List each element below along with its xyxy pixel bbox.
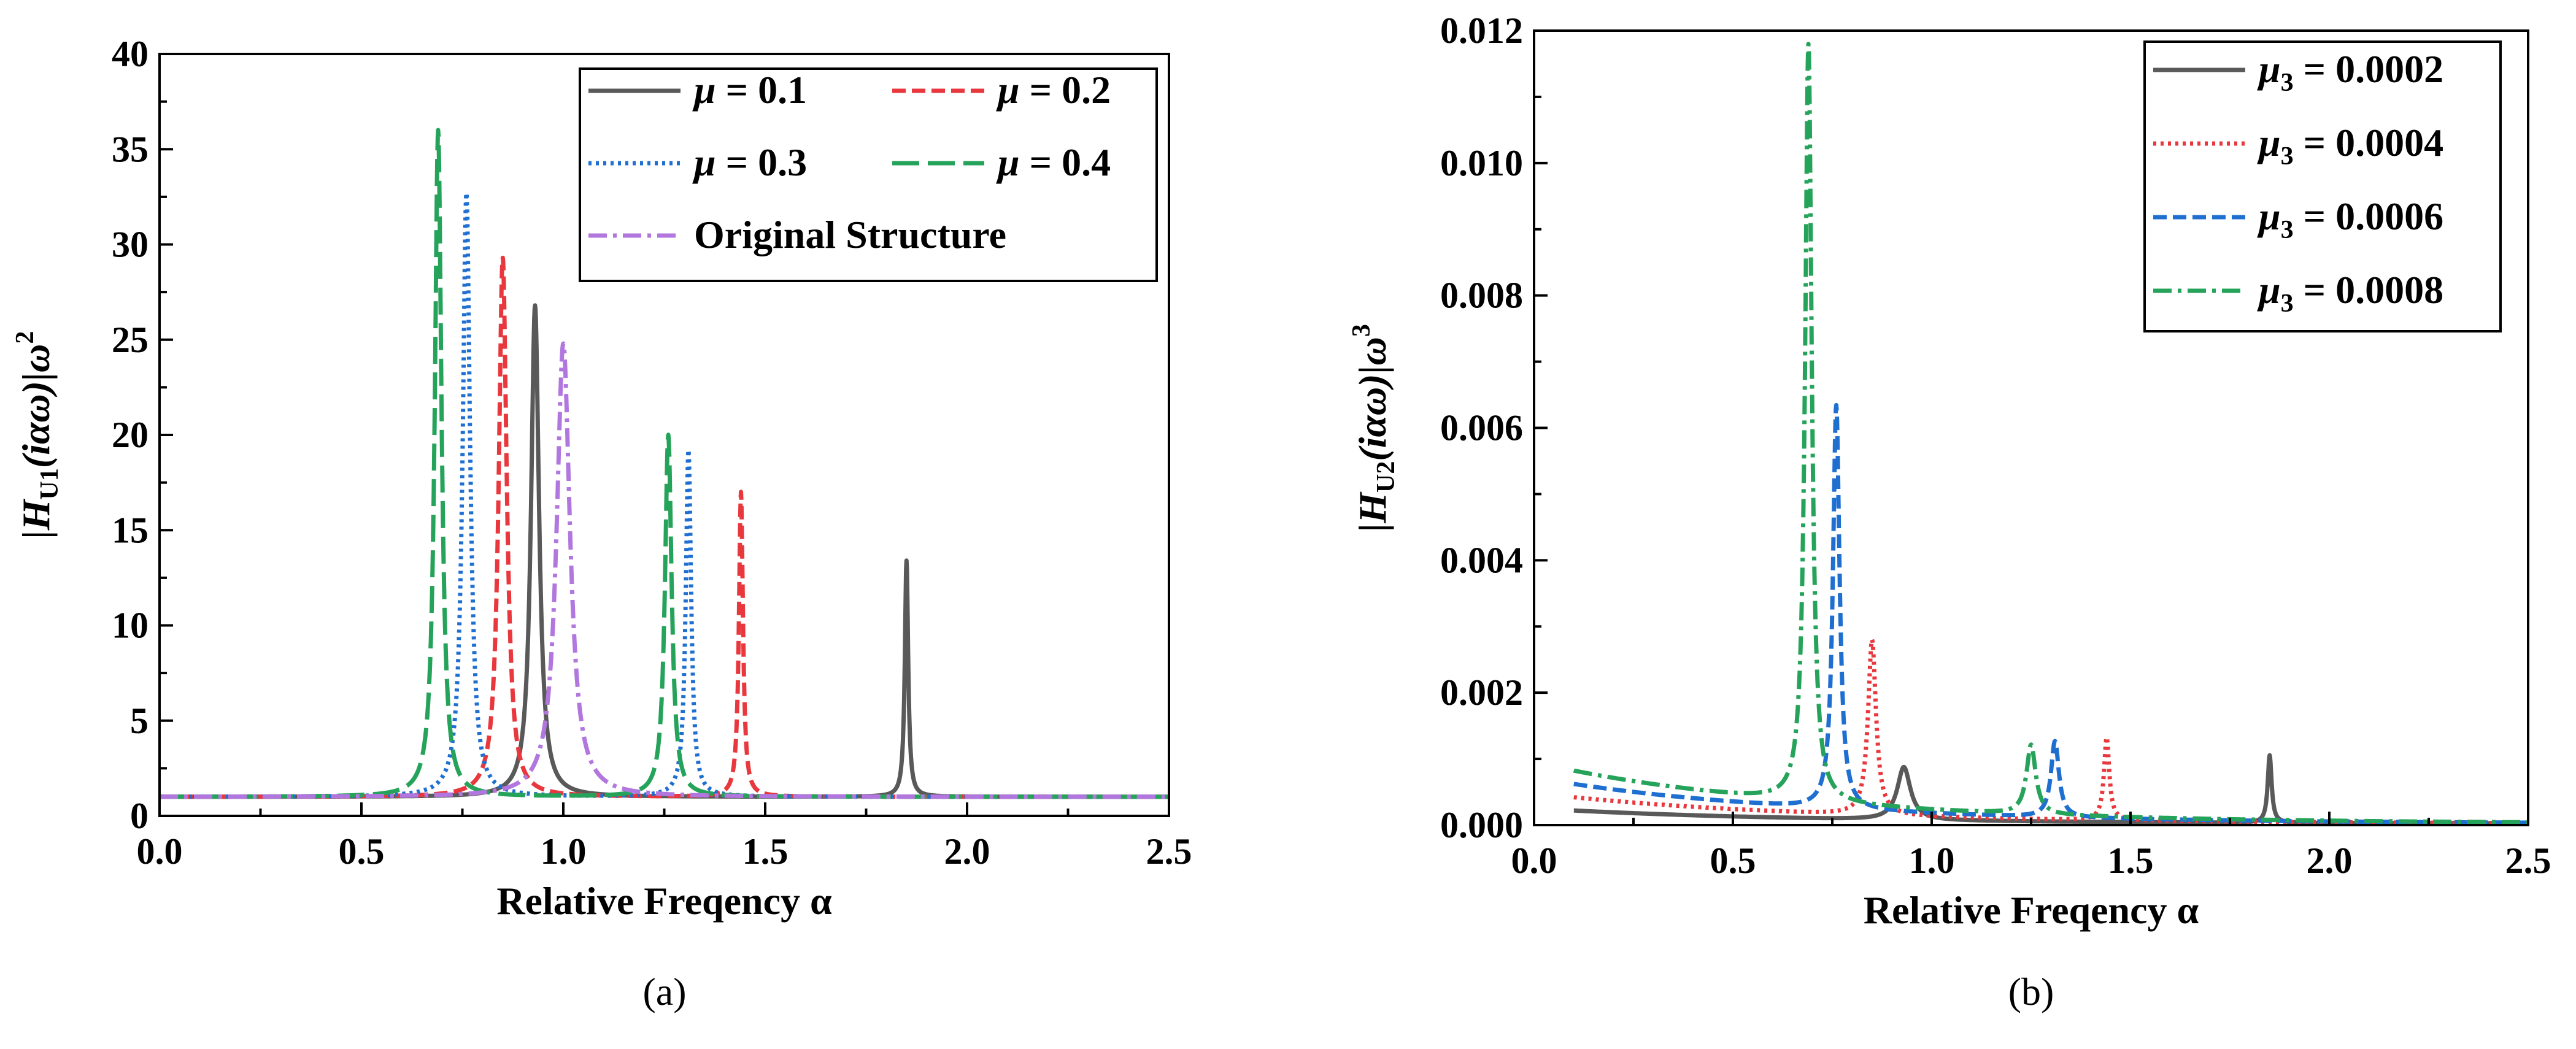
chart-b: 0.0 0.5 1.0 1.5 2.0 2.5 0.000 0.002 0.004 0.006 0.… [1348, 10, 2551, 1013]
x-tick-label: 0.0 [137, 831, 183, 872]
x-tick-label: 1.5 [2108, 840, 2154, 881]
y-title-sub: U1 [36, 468, 64, 499]
legend-val: = 0.2 [1020, 68, 1111, 112]
legend-val: = 0.4 [1020, 140, 1111, 184]
y-tick-label: 0.002 [1440, 672, 1523, 713]
legend-sub: 3 [2281, 142, 2294, 171]
legend-sym: μ [996, 140, 1020, 184]
y-tick-label: 25 [112, 320, 148, 360]
x-tick-label: 1.0 [1909, 840, 1955, 881]
x-axis-title: Relative Freqency α [496, 879, 832, 923]
legend-sym: μ [692, 140, 716, 184]
y-tick-label: 0.006 [1440, 408, 1523, 448]
panel-label: (b) [2008, 970, 2054, 1013]
y-tick-label: 10 [112, 605, 148, 646]
y-tick-label: 15 [112, 510, 148, 550]
series-line-4 [1571, 42, 2528, 824]
y-tick-label: 0.010 [1440, 143, 1523, 183]
y-tick-label: 30 [112, 225, 148, 265]
y-title-sup: 3 [1348, 324, 1376, 337]
legend-sym: μ [2257, 268, 2281, 312]
legend-label-4: μ3 = 0.0008 [2257, 268, 2443, 318]
x-tick-label: 2.0 [2307, 840, 2353, 881]
legend-sub: 3 [2281, 69, 2294, 97]
y-tick-label: 40 [112, 34, 148, 74]
legend-label-3: μ = 0.3 [692, 140, 807, 184]
y-title-mid: (iαω)|ω [1351, 337, 1394, 461]
series-line-5 [160, 341, 1169, 799]
legend-label-1: μ = 0.1 [692, 68, 807, 112]
legend-sym: μ [996, 68, 1020, 112]
legend-box [579, 67, 1158, 282]
x-tick-label: 2.0 [944, 831, 990, 872]
y-tick-label: 0.008 [1440, 275, 1523, 316]
legend-val: Original Structure [694, 213, 1006, 256]
x-tick-label: 2.5 [2505, 840, 2551, 881]
series-line-1 [160, 303, 1169, 799]
legend-val: = 0.0004 [2294, 121, 2443, 164]
x-tick-label: 1.0 [541, 831, 587, 872]
y-tick-label: 20 [112, 415, 148, 455]
legend-val: = 0.1 [716, 68, 807, 112]
y-title-sup: 2 [11, 331, 39, 344]
legend-label-3: μ3 = 0.0006 [2257, 194, 2443, 244]
y-axis-title: |HU1(iαω)|ω2 [11, 331, 64, 539]
x-tick-label: 0.5 [1710, 840, 1756, 881]
legend-label-2: μ = 0.2 [996, 68, 1111, 112]
x-tick-label: 0.5 [339, 831, 385, 872]
panel-label: (a) [642, 970, 686, 1013]
series-group [160, 128, 1169, 799]
x-tick-label: 0.0 [1511, 840, 1557, 881]
y-title-sub: U2 [1372, 461, 1400, 493]
y-tick-label: 35 [112, 129, 148, 169]
legend-label-2: μ3 = 0.0004 [2257, 121, 2443, 171]
legend-val: = 0.0002 [2294, 47, 2443, 91]
legend-sym: μ [2257, 121, 2281, 164]
legend-label-1: μ3 = 0.0002 [2257, 47, 2443, 97]
legend-sub: 3 [2281, 290, 2294, 318]
chart-a: 0.0 0.5 1.0 1.5 2.0 2.5 0 5 10 15 20 25 30 35 40 Relati… [11, 34, 1192, 1013]
legend-sym: μ [692, 68, 716, 112]
legend-val: = 0.0008 [2294, 268, 2443, 312]
series-line-4 [160, 128, 1169, 799]
y-tick-label: 0.012 [1440, 10, 1523, 51]
y-title-main: |H [14, 498, 58, 539]
y-tick-label: 5 [130, 701, 148, 741]
y-title-main: |H [1351, 491, 1394, 532]
legend-label-4: μ = 0.4 [996, 140, 1111, 184]
x-tick-label: 1.5 [742, 831, 789, 872]
legend-sub: 3 [2281, 216, 2294, 244]
y-axis-title: |HU2(iαω)|ω3 [1348, 324, 1400, 532]
series-line-3 [160, 191, 1169, 799]
legend-val: = 0.3 [716, 140, 807, 184]
x-axis-title: Relative Freqency α [1864, 888, 2199, 932]
legend-sym: μ [2257, 194, 2281, 238]
legend-box [2143, 40, 2502, 332]
y-tick-label: 0 [130, 796, 148, 836]
x-tick-label: 2.5 [1146, 831, 1192, 872]
series-line-2 [1571, 637, 2528, 825]
legend-val: = 0.0006 [2294, 194, 2443, 238]
legend-label-5: Original Structure [694, 213, 1006, 256]
y-title-mid: (iαω)|ω [14, 344, 58, 468]
legend-sym: μ [2257, 47, 2281, 91]
y-tick-label: 0.004 [1440, 540, 1523, 580]
series-line-3 [1571, 402, 2528, 825]
y-tick-label: 0.000 [1440, 805, 1523, 845]
